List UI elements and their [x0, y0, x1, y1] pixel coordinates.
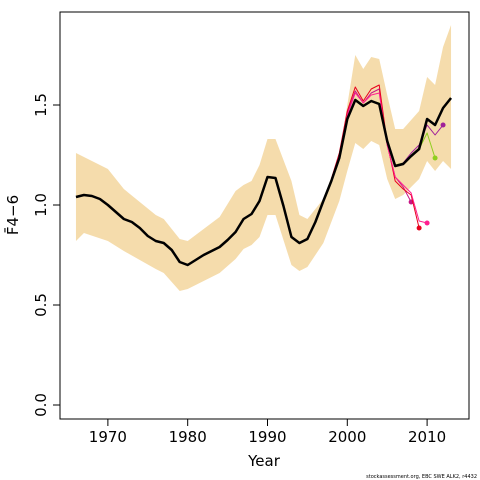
end-point — [432, 155, 438, 161]
x-tick-label: 1980 — [169, 428, 207, 446]
x-tick-label: 2000 — [328, 428, 366, 446]
x-axis-label: Year — [247, 452, 281, 470]
line — [75, 97, 453, 267]
end-point — [440, 122, 446, 128]
end-point — [416, 225, 422, 231]
y-tick-label: 1.5 — [32, 93, 50, 117]
confidence-band — [75, 25, 452, 291]
x-tick-label: 1990 — [248, 428, 286, 446]
y-tick-label: 0.5 — [32, 293, 50, 317]
line — [330, 92, 428, 224]
plot-frame — [59, 11, 470, 420]
line — [330, 84, 420, 229]
y-tick-label: 0.0 — [32, 393, 50, 417]
y-axis-label: F̄4−6 — [3, 195, 22, 235]
x-tick-label: 2010 — [408, 428, 446, 446]
footer: stockassessment.org, EBC SWE ALK2, r4432 — [366, 474, 477, 480]
y-tick-label: 1.0 — [32, 193, 50, 217]
x-tick-label: 1970 — [89, 428, 127, 446]
end-point — [424, 220, 430, 226]
